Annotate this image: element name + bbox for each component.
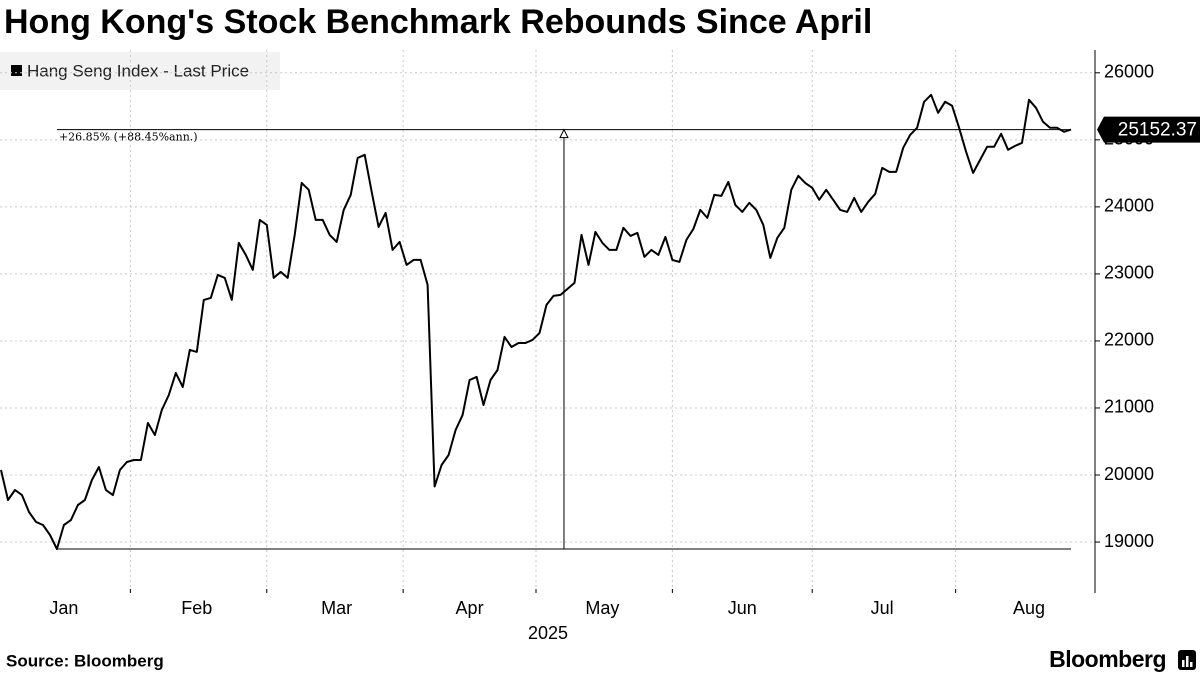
price-line — [0, 93, 1072, 550]
annotation-arrowhead — [559, 128, 569, 139]
y-tick-label: 19000 — [1104, 531, 1154, 551]
last-price-tag — [1097, 116, 1200, 143]
x-tick-label: Feb — [181, 598, 212, 618]
y-tick-label: 20000 — [1104, 464, 1154, 484]
y-tick-label: 22000 — [1104, 330, 1154, 350]
logo-icon — [1178, 650, 1196, 670]
x-tick-label: Apr — [456, 598, 484, 618]
chart-title: Hong Kong's Stock Benchmark Rebounds Sin… — [4, 3, 872, 41]
legend-box — [0, 52, 280, 90]
source: Source: Bloomberg — [6, 651, 164, 670]
y-tick-label: 21000 — [1104, 397, 1154, 417]
legend-label: Hang Seng Index - Last Price — [27, 61, 249, 80]
x-tick-label: May — [585, 598, 619, 618]
y-tick-label: 23000 — [1104, 263, 1154, 283]
legend: Hang Seng Index - Last Price — [0, 52, 280, 90]
annotation-label: +26.85% (+88.45%ann.) — [59, 131, 198, 144]
logo: Bloomberg — [1049, 646, 1166, 672]
x-axis-label: 2025 — [528, 623, 568, 643]
x-tick-label: Aug — [1013, 598, 1045, 618]
x-tick-label: Jul — [871, 598, 894, 618]
last-price-label: 25152.37 — [1118, 120, 1197, 141]
legend-swatch — [11, 65, 22, 76]
x-tick-label: Jan — [49, 598, 78, 618]
x-tick-label: Jun — [728, 598, 757, 618]
y-tick-label: 24000 — [1104, 196, 1154, 216]
y-tick-label: 26000 — [1104, 62, 1154, 82]
x-tick-label: Mar — [321, 598, 352, 618]
